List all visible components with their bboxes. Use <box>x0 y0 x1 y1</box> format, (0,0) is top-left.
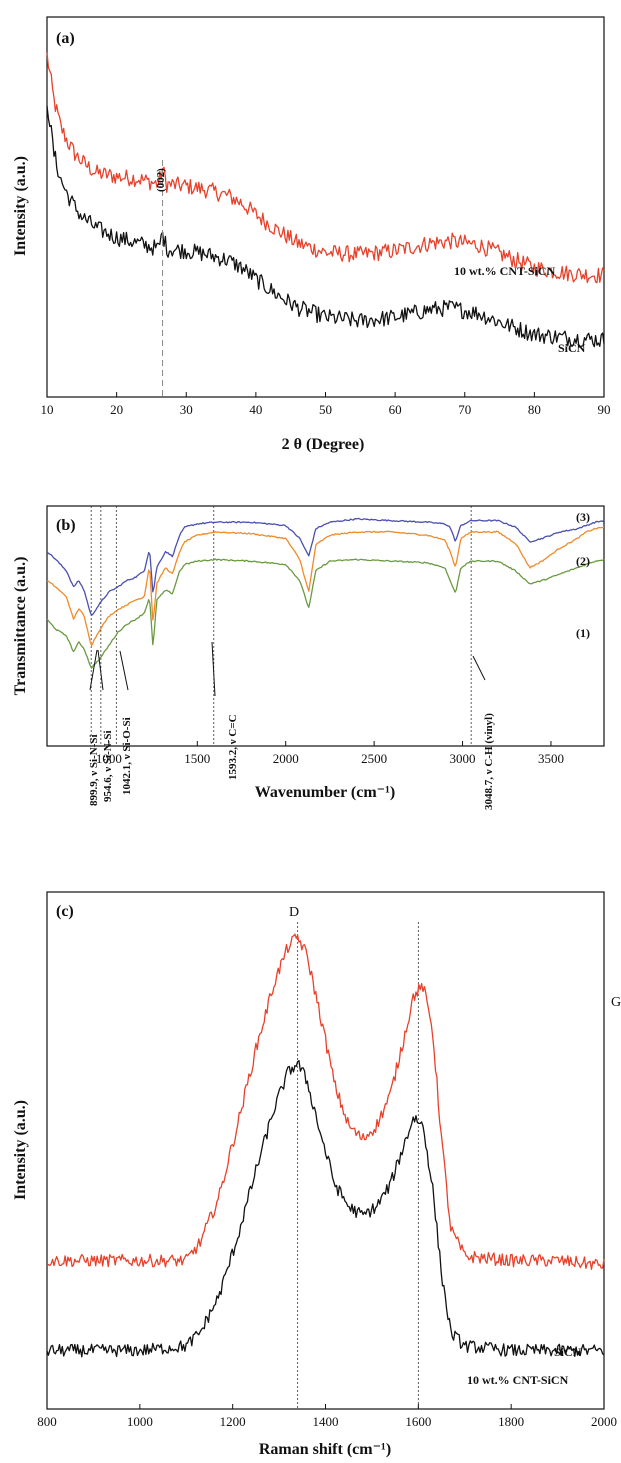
panel-c-y-axis-title: Intensity (a.u.) <box>12 1100 29 1200</box>
panel-b-x-tick-label: 1000 <box>96 751 122 766</box>
panel-a-x-tick-label: 20 <box>110 402 123 417</box>
panel-b-x-tick-label: 1500 <box>184 751 210 766</box>
panel-c-peak-d: D <box>289 905 299 920</box>
panel-b-annot-3048-7: 3048.7, ν C-H (vinyl) <box>483 713 495 810</box>
panel-c-label: (c) <box>56 903 74 920</box>
panel-b-x-tick-label: 2000 <box>273 751 299 766</box>
panel-b-x-axis-title: Wavenumber (cm⁻¹) <box>255 784 395 801</box>
panel-c-peak-g: G <box>611 995 621 1010</box>
panel-a-x-tick-label: 60 <box>389 402 402 417</box>
panel-b-label: (b) <box>56 517 76 534</box>
panel-b-x-tick-label: 3500 <box>538 751 564 766</box>
panel-a-x-tick-label: 40 <box>249 402 262 417</box>
panel-a-legend-sicn: SiCN <box>558 341 586 355</box>
panel-b-reference-lines <box>90 506 472 746</box>
panel-b-annot-1042-1: 1042.1, ν Si-O-Si <box>121 717 133 795</box>
panel-b-annotation-arrows <box>89 641 486 697</box>
panel-a-xrd: 10 20 30 40 50 60 70 80 90 (a) (002) 10 wt.% CNT… <box>12 16 611 453</box>
panel-c-legend-sicn: SiCN <box>554 1345 582 1359</box>
panel-b-curves <box>46 517 605 669</box>
panel-a-x-tick-label: 50 <box>319 402 332 417</box>
panel-b-series-line <box>46 558 605 669</box>
panel-a-x-ticks: 10 20 30 40 50 60 70 80 90 <box>41 392 611 417</box>
panel-b-series-1-label: (1) <box>576 626 590 640</box>
panel-a-plot-frame <box>46 16 605 398</box>
panel-a-x-axis-title: 2 θ (Degree) <box>282 436 365 453</box>
panel-c-x-axis-title: Raman shift (cm⁻¹) <box>259 1441 391 1458</box>
panel-b-x-tick-label: 3000 <box>450 751 476 766</box>
panel-b-x-tick-label: 2500 <box>361 751 387 766</box>
panel-b-plot-frame <box>46 505 605 747</box>
panel-a-series-line <box>46 52 605 284</box>
panel-b-annot-1593-2: 1593.2, ν C=C <box>227 714 239 780</box>
panel-c-x-tick-label: 1200 <box>220 1414 246 1429</box>
panel-c-series-line <box>46 933 605 1270</box>
panel-b-x-ticks: 1000 1500 2000 2500 3000 3500 <box>96 741 564 766</box>
panel-c-x-tick-label: 1000 <box>127 1414 153 1429</box>
panel-a-x-tick-label: 10 <box>41 402 54 417</box>
panel-b-series-line <box>46 517 605 616</box>
panel-c-reference-lines <box>297 922 419 1409</box>
panel-a-peak-label-002: (002) <box>155 168 167 192</box>
panel-a-curves <box>46 52 605 348</box>
panel-a-y-axis-title: Intensity (a.u.) <box>12 156 29 256</box>
panel-c-x-tick-label: 1800 <box>498 1414 524 1429</box>
panel-a-x-tick-label: 30 <box>180 402 193 417</box>
panel-b-annot-954-6: 954.6, ν Si-N-Si <box>102 730 114 802</box>
panel-b-annot-899-9: 899.9, ν Si-N-Si <box>88 734 100 806</box>
panel-b-series-line <box>46 526 605 647</box>
panel-c-x-tick-label: 1400 <box>313 1414 339 1429</box>
panel-b-series-2-label: (2) <box>576 554 590 568</box>
panel-b-series-3-label: (3) <box>576 510 590 524</box>
panel-c-series-line <box>46 1060 605 1358</box>
panel-c-x-ticks: 800 1000 1200 1400 1600 1800 2000 <box>37 1404 617 1429</box>
panel-c-legend-cnt-sicn: 10 wt.% CNT-SiCN <box>467 1373 569 1387</box>
panel-c-raman: 800 1000 1200 1400 1600 1800 2000 (c) D G SiCN… <box>12 891 621 1458</box>
panel-c-curves <box>46 933 605 1358</box>
panel-a-series-line <box>46 105 605 348</box>
panel-a-x-tick-label: 70 <box>458 402 471 417</box>
panel-a-x-tick-label: 90 <box>598 402 611 417</box>
panel-a-label: (a) <box>56 30 75 47</box>
panel-c-x-tick-label: 2000 <box>591 1414 617 1429</box>
panel-c-x-tick-label: 800 <box>37 1414 57 1429</box>
panel-b-y-axis-title: Transmittance (a.u.) <box>12 557 29 696</box>
panel-a-legend-cnt-sicn: 10 wt.% CNT-SiCN <box>454 264 556 278</box>
panel-b-ftir: 1000 1500 2000 2500 3000 3500 (b) (3) (2) (1)… <box>12 505 605 810</box>
panel-c-x-tick-label: 1600 <box>405 1414 431 1429</box>
panel-a-x-tick-label: 80 <box>528 402 541 417</box>
